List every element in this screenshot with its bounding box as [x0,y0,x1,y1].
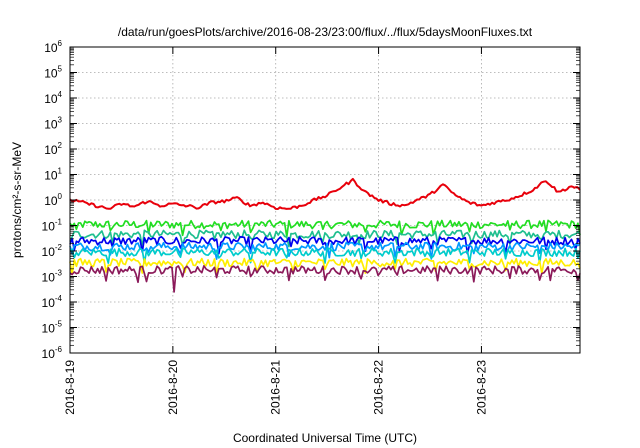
y-axis-title: protons/cm²-s-sr-MeV [10,142,24,258]
series-line-main [69,177,581,210]
y-tick-label: 106 [44,39,62,55]
grid-lines [70,47,580,353]
y-tick-label: 105 [44,65,62,81]
series-line [69,241,581,260]
chart-title: /data/run/goesPlots/archive/2016-08-23/2… [118,25,533,39]
series-line [69,247,581,265]
y-tick-label: 102 [44,141,62,157]
series-line [69,229,581,248]
x-axis-title: Coordinated Universal Time (UTC) [233,431,417,445]
x-tick-labels: 2016-8-19 2016-8-20 2016-8-21 2016-8-22 2016… [63,360,488,415]
y-tick-label: 103 [44,116,62,132]
y-tick-label: 10-3 [42,269,63,285]
x-tick-label: 2016-8-22 [372,360,386,415]
x-tick-label: 2016-8-23 [474,360,488,415]
series-line [69,265,581,293]
x-tick-label: 2016-8-20 [166,360,180,415]
y-tick-label: 104 [44,90,62,106]
y-tick-label: 10-2 [42,243,63,259]
y-tick-label: 101 [44,167,62,183]
series-layer [69,177,581,293]
y-tick-label: 10-5 [42,320,63,336]
axis-ticks [69,46,580,354]
x-tick-label: 2016-8-19 [63,360,77,415]
y-tick-label: 10-4 [42,294,63,310]
y-tick-label: 10-1 [42,218,63,234]
series-line [69,257,581,276]
y-tick-labels: 10-6 10-5 10-4 10-3 10-2 10-1 100 101 102 103 104 1… [42,39,63,361]
y-tick-label: 10-6 [42,345,63,361]
x-tick-label: 2016-8-21 [269,360,283,415]
series-line [69,219,581,238]
y-tick-label: 100 [44,192,62,208]
series-line [69,235,581,255]
